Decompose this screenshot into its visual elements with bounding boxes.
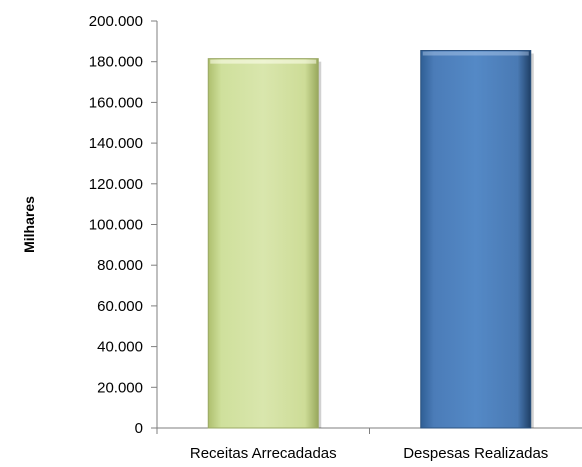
- y-tick-label: 140.000: [89, 135, 143, 152]
- y-tick-label: 0: [135, 420, 143, 437]
- bar-despesas-realizadas: [420, 50, 532, 429]
- bars: [207, 50, 534, 429]
- y-tick-label: 120.000: [89, 176, 143, 193]
- y-axis-title: Milhares: [21, 196, 37, 253]
- y-tick-label: 180.000: [89, 54, 143, 71]
- y-tick-label: 40.000: [97, 339, 143, 356]
- x-category-label: Despesas Realizadas: [403, 445, 548, 462]
- y-tick-label: 200.000: [89, 13, 143, 30]
- y-tick-label: 160.000: [89, 94, 143, 111]
- y-tick-label: 20.000: [97, 379, 143, 396]
- x-category-label: Receitas Arrecadadas: [190, 445, 337, 462]
- y-tick-label: 80.000: [97, 257, 143, 274]
- labels: 0 20.000 40.000 60.000 80.000 100.000 120.000 1…: [21, 13, 548, 462]
- y-tick-label: 100.000: [89, 217, 143, 234]
- bar-receitas-arrecadadas: [207, 58, 319, 429]
- y-tick-label: 60.000: [97, 298, 143, 315]
- bar-bevel: [422, 51, 529, 56]
- bar-bevel: [210, 59, 317, 64]
